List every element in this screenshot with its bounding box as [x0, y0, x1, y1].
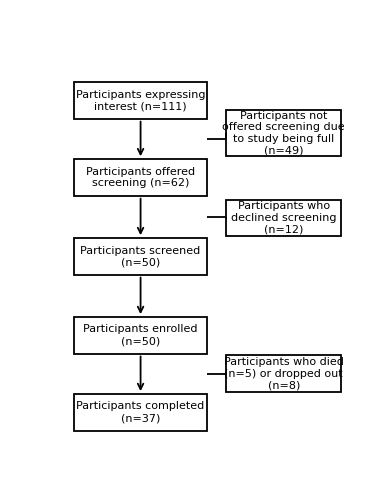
Text: Participants offered
screening (n=62): Participants offered screening (n=62) — [86, 166, 195, 188]
FancyBboxPatch shape — [74, 159, 207, 196]
Text: Participants completed
(n=37): Participants completed (n=37) — [77, 402, 205, 423]
Text: Participants who died
(n=5) or dropped out
(n=8): Participants who died (n=5) or dropped o… — [224, 357, 344, 390]
FancyBboxPatch shape — [74, 394, 207, 430]
Text: Participants not
offered screening due
to study being full
(n=49): Participants not offered screening due t… — [223, 111, 345, 156]
FancyBboxPatch shape — [74, 317, 207, 354]
Text: Participants expressing
interest (n=111): Participants expressing interest (n=111) — [76, 90, 205, 111]
FancyBboxPatch shape — [74, 82, 207, 118]
Text: Participants enrolled
(n=50): Participants enrolled (n=50) — [83, 324, 198, 346]
FancyBboxPatch shape — [226, 110, 341, 156]
FancyBboxPatch shape — [226, 200, 341, 236]
Text: Participants who
declined screening
(n=12): Participants who declined screening (n=1… — [231, 201, 336, 234]
FancyBboxPatch shape — [74, 238, 207, 275]
Text: Participants screened
(n=50): Participants screened (n=50) — [81, 246, 201, 267]
FancyBboxPatch shape — [226, 356, 341, 392]
